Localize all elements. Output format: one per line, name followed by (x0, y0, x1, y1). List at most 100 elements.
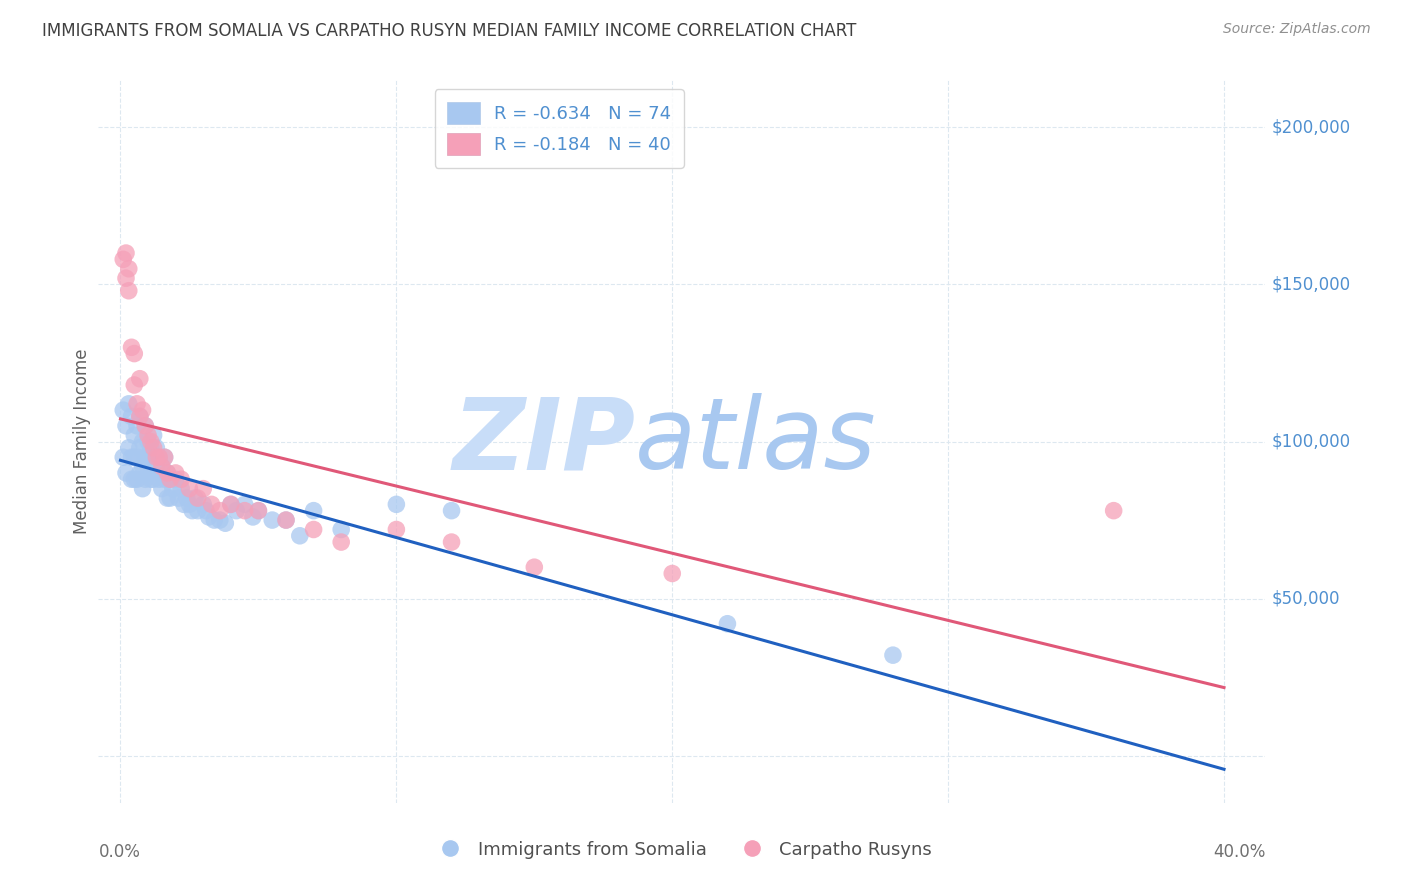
Point (1102, 503, 1125, 517)
Point (131, 403, 153, 417)
Point (274, 513, 297, 527)
Point (118, 397, 141, 411)
Point (131, 434, 153, 449)
Point (153, 450, 176, 465)
Point (208, 503, 231, 517)
Point (115, 271, 138, 285)
Point (112, 403, 135, 417)
Point (125, 450, 148, 465)
Point (247, 503, 270, 517)
Point (716, 616, 738, 631)
Point (124, 346, 146, 360)
Point (302, 523, 325, 537)
Point (150, 459, 173, 474)
Point (156, 466, 179, 480)
Text: $150,000: $150,000 (1271, 276, 1350, 293)
Point (179, 482, 201, 496)
Text: IMMIGRANTS FROM SOMALIA VS CARPATHO RUSYN MEDIAN FAMILY INCOME CORRELATION CHART: IMMIGRANTS FROM SOMALIA VS CARPATHO RUSY… (42, 22, 856, 40)
Point (208, 513, 231, 527)
Point (128, 409, 150, 424)
Text: 40.0%: 40.0% (1213, 843, 1265, 861)
Point (195, 503, 218, 517)
Point (136, 450, 159, 465)
Point (142, 472, 165, 486)
Point (302, 503, 325, 517)
Point (134, 418, 156, 433)
Point (165, 472, 187, 486)
Point (136, 428, 159, 442)
Point (176, 491, 198, 505)
Point (124, 428, 146, 442)
Text: $50,000: $50,000 (1271, 590, 1340, 607)
Point (139, 472, 162, 486)
Point (523, 560, 546, 574)
Point (159, 491, 181, 505)
Point (156, 466, 179, 480)
Point (167, 491, 190, 505)
Point (162, 482, 184, 496)
Point (128, 466, 150, 480)
Point (184, 491, 207, 505)
Point (288, 529, 311, 543)
Point (128, 409, 150, 424)
Point (274, 513, 297, 527)
Point (165, 466, 187, 480)
Point (187, 503, 209, 517)
Point (385, 523, 408, 537)
Point (142, 428, 165, 442)
Point (115, 246, 138, 260)
Point (193, 482, 215, 496)
Point (148, 450, 170, 465)
Point (233, 497, 256, 511)
Point (118, 284, 141, 298)
Point (173, 497, 195, 511)
Point (179, 497, 201, 511)
Point (139, 441, 162, 455)
Point (181, 503, 204, 517)
Point (219, 497, 242, 511)
Point (440, 535, 463, 549)
Point (142, 450, 165, 465)
Point (136, 434, 159, 449)
Point (247, 503, 270, 517)
Point (145, 441, 167, 455)
Text: ZIP: ZIP (453, 393, 636, 490)
Point (142, 441, 165, 455)
Point (136, 466, 159, 480)
Point (440, 503, 463, 517)
Point (214, 516, 236, 531)
Point (262, 513, 284, 527)
Point (125, 397, 148, 411)
Point (121, 472, 143, 486)
Point (219, 497, 242, 511)
Point (148, 450, 170, 465)
Point (124, 378, 146, 392)
Point (125, 472, 148, 486)
Point (139, 434, 162, 449)
Point (150, 482, 173, 496)
Text: $200,000: $200,000 (1271, 119, 1350, 136)
Point (153, 472, 176, 486)
Point (187, 491, 209, 505)
Point (118, 261, 141, 276)
Point (242, 510, 264, 524)
Point (145, 450, 167, 465)
Point (112, 450, 135, 465)
Point (193, 497, 215, 511)
Point (148, 472, 170, 486)
Point (131, 459, 153, 474)
Point (156, 491, 179, 505)
Point (115, 418, 138, 433)
Point (125, 418, 148, 433)
Point (200, 497, 222, 511)
Point (202, 513, 225, 527)
Legend: Immigrants from Somalia, Carpatho Rusyns: Immigrants from Somalia, Carpatho Rusyns (425, 834, 939, 866)
Point (197, 510, 219, 524)
Point (330, 535, 353, 549)
Text: 0.0%: 0.0% (98, 843, 141, 861)
Point (159, 472, 181, 486)
Point (112, 252, 135, 267)
Text: Source: ZipAtlas.com: Source: ZipAtlas.com (1223, 22, 1371, 37)
Point (150, 459, 173, 474)
Point (118, 441, 141, 455)
